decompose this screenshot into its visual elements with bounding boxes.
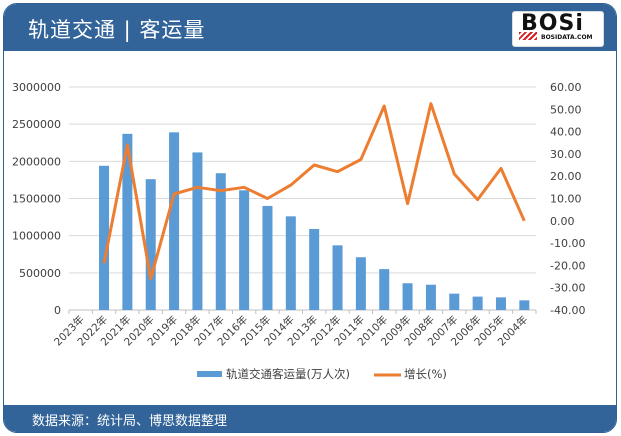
logo-text: BOSi — [521, 11, 584, 36]
page-title: 轨道交通 | 客运量 — [28, 18, 206, 42]
combo-chart: 0 500000 1000000 1500000 2000000 2500000 30000… — [12, 81, 585, 381]
left-axis-tick: 2500000 — [12, 118, 61, 131]
right-axis-tick: 10.00 — [550, 193, 582, 206]
bosi-logo: BOSi BOSIDATA.COM — [512, 11, 604, 47]
logo-subtext: BOSIDATA.COM — [541, 34, 593, 41]
bar — [402, 283, 413, 310]
left-axis-tick: 1000000 — [12, 230, 61, 243]
bar — [309, 228, 320, 310]
bar — [472, 296, 483, 310]
right-axis-tick: -10.00 — [550, 237, 585, 250]
bar — [145, 179, 156, 310]
left-axis-tick: 2000000 — [12, 155, 61, 168]
bar — [99, 165, 110, 310]
right-axis-tick: 0.00 — [550, 215, 575, 228]
bar — [239, 190, 250, 310]
bar — [379, 269, 390, 310]
legend-bar-label: 轨道交通客运量(万人次) — [226, 367, 350, 381]
bar — [355, 257, 366, 310]
left-axis-tick: 0 — [54, 304, 61, 317]
bar — [169, 132, 180, 310]
right-axis-tick: 50.00 — [550, 103, 582, 116]
right-axis-tick: -30.00 — [550, 282, 585, 295]
left-axis-tick: 500000 — [19, 267, 61, 280]
logo-stripe-icon — [519, 32, 537, 40]
bar — [495, 297, 506, 310]
right-axis-tick: 60.00 — [550, 81, 582, 94]
right-axis-tick: -40.00 — [550, 304, 585, 317]
left-axis-tick: 3000000 — [12, 81, 61, 94]
right-axis-tick: 40.00 — [550, 126, 582, 139]
bar — [262, 205, 273, 310]
bar — [122, 133, 133, 310]
data-source: 数据来源：统计局、博思数据整理 — [32, 414, 228, 429]
footer-bar: 数据来源：统计局、博思数据整理 — [4, 405, 616, 432]
bar — [215, 173, 226, 310]
bar — [192, 152, 203, 310]
right-axis-tick: -20.00 — [550, 259, 585, 272]
chart-card: 轨道交通 | 客运量 BOSi BOSIDATA.COM 0 500000 1000… — [3, 3, 617, 433]
bar — [449, 293, 460, 310]
left-axis-tick: 1500000 — [12, 193, 61, 206]
legend-bar-swatch — [197, 371, 222, 377]
bar — [285, 216, 296, 310]
legend-line-label: 增长(%) — [404, 367, 447, 381]
growth-line — [102, 102, 526, 281]
right-axis-tick: 30.00 — [550, 148, 582, 161]
bar — [332, 245, 343, 310]
bar — [519, 300, 530, 310]
bar — [425, 284, 436, 310]
right-axis-tick: 20.00 — [550, 170, 582, 183]
header-bar: 轨道交通 | 客运量 BOSi BOSIDATA.COM — [4, 4, 616, 51]
